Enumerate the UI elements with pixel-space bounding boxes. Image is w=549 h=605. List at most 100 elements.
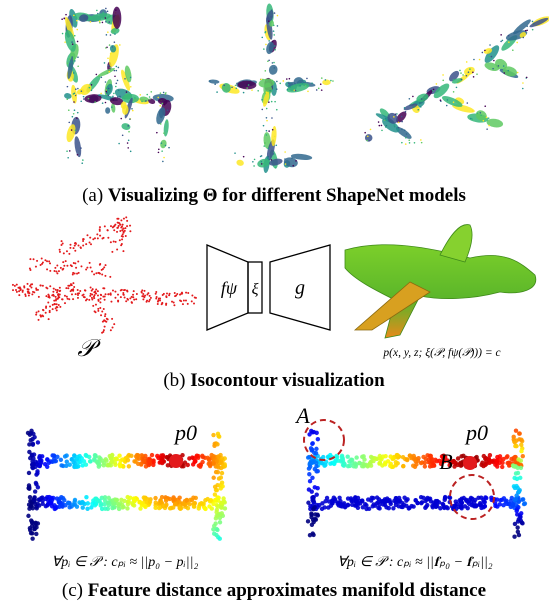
point xyxy=(112,326,114,328)
point xyxy=(90,267,92,269)
point xyxy=(512,49,514,51)
point xyxy=(443,496,447,500)
point xyxy=(514,444,518,448)
point xyxy=(321,77,323,79)
point xyxy=(40,264,42,266)
point xyxy=(69,244,71,246)
point xyxy=(126,298,128,300)
point xyxy=(121,225,123,227)
point xyxy=(519,438,523,442)
caption-a: (a) Visualizing Θ for different ShapeNet… xyxy=(82,185,466,206)
point xyxy=(59,287,61,289)
point xyxy=(322,505,326,509)
point xyxy=(53,295,55,297)
point xyxy=(498,65,500,67)
point xyxy=(299,85,301,87)
point xyxy=(493,504,497,508)
point xyxy=(52,459,56,463)
isosurface xyxy=(345,225,536,338)
point xyxy=(291,157,293,159)
point xyxy=(325,79,327,81)
gaussian-ellipse xyxy=(322,79,331,85)
point xyxy=(453,79,455,81)
point xyxy=(49,306,51,308)
point xyxy=(315,492,319,496)
point xyxy=(317,503,321,507)
point xyxy=(71,56,73,58)
point xyxy=(361,454,365,458)
point xyxy=(198,462,202,466)
point xyxy=(328,461,332,465)
point xyxy=(482,500,486,504)
point xyxy=(44,497,48,501)
point xyxy=(124,227,126,229)
point xyxy=(77,154,79,156)
point xyxy=(65,33,67,35)
point xyxy=(381,125,383,127)
point xyxy=(102,22,104,24)
point xyxy=(260,79,262,81)
caption-text: Visualizing Θ for different ShapeNet mod… xyxy=(108,185,466,206)
point xyxy=(483,120,485,122)
point xyxy=(185,292,187,294)
point xyxy=(117,454,121,458)
point xyxy=(129,225,131,227)
point xyxy=(83,96,85,98)
point xyxy=(275,144,277,146)
point xyxy=(123,230,125,232)
point xyxy=(436,83,438,85)
point xyxy=(261,163,263,165)
point xyxy=(461,79,463,81)
point xyxy=(113,99,115,101)
point xyxy=(128,140,130,142)
point xyxy=(97,237,99,239)
point xyxy=(60,267,62,269)
point xyxy=(220,456,224,460)
point xyxy=(148,500,152,504)
point xyxy=(381,130,383,132)
point xyxy=(218,513,222,517)
point xyxy=(67,287,69,289)
point xyxy=(102,321,104,323)
point xyxy=(56,272,58,274)
point xyxy=(221,496,225,500)
point xyxy=(310,496,314,500)
point xyxy=(504,72,506,74)
point xyxy=(107,11,109,13)
point xyxy=(112,290,114,292)
point xyxy=(139,94,141,96)
point xyxy=(166,463,170,467)
point xyxy=(117,503,121,507)
point xyxy=(388,454,392,458)
point xyxy=(484,496,488,500)
point xyxy=(73,247,75,249)
point xyxy=(65,260,67,262)
point xyxy=(167,109,169,111)
point xyxy=(124,297,126,299)
point xyxy=(273,62,275,64)
point xyxy=(47,296,49,298)
point xyxy=(150,297,152,299)
isocontour-equation: p(x, y, z; ξ(𝒫, fψ(𝒫))) = c xyxy=(382,346,500,359)
point xyxy=(276,88,278,90)
point xyxy=(97,464,101,468)
point xyxy=(349,498,353,502)
point xyxy=(340,454,344,458)
point xyxy=(82,244,84,246)
point xyxy=(115,241,117,243)
point xyxy=(119,239,121,241)
point xyxy=(268,101,270,103)
point xyxy=(517,431,521,435)
point xyxy=(188,498,192,502)
point xyxy=(61,18,63,20)
point xyxy=(89,237,91,239)
point xyxy=(70,61,72,63)
point xyxy=(96,233,98,235)
point xyxy=(108,21,110,23)
point xyxy=(516,457,520,461)
point xyxy=(130,501,134,505)
point xyxy=(117,222,119,224)
point xyxy=(14,285,16,287)
point xyxy=(218,537,222,541)
point xyxy=(266,22,268,24)
